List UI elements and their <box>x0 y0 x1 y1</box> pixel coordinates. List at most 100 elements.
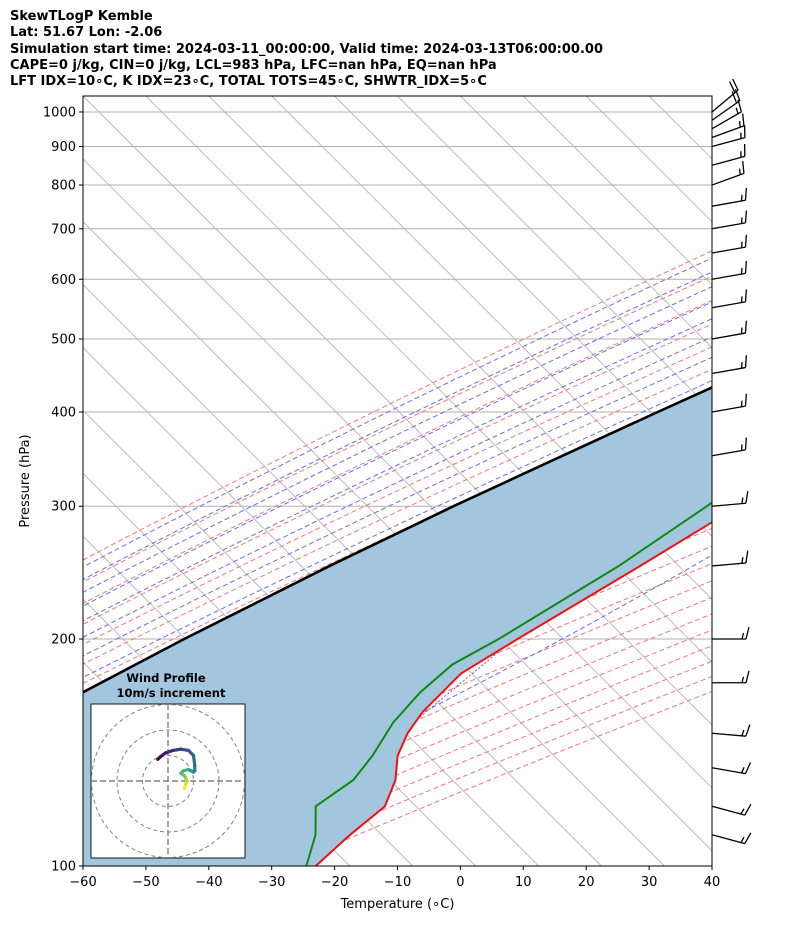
wind-barb-staff <box>711 405 746 413</box>
wind-barb-flag <box>744 393 748 407</box>
x-axis-label: Temperature (∘C) <box>340 897 455 912</box>
x-tick-label: −10 <box>384 875 411 890</box>
wind-barb-staff <box>711 222 746 230</box>
header-times: Simulation start time: 2024-03-11_00:00:… <box>10 41 603 57</box>
dry-adiabat-line <box>83 299 712 604</box>
wind-barb-half-flag <box>735 107 739 114</box>
wind-barb-flag <box>728 81 736 93</box>
wind-barb-flag <box>732 78 739 91</box>
x-tick-label: 0 <box>456 875 464 890</box>
wind-barb-half-flag <box>738 168 741 175</box>
wind-barb-staff <box>711 562 746 567</box>
dewpoint-profile-line <box>305 501 712 866</box>
wind-barb-flag <box>744 437 748 450</box>
wind-barb-half-flag <box>738 121 741 128</box>
isotherm-line <box>397 96 712 412</box>
header-location: Lat: 51.67 Lon: -2.06 <box>10 25 163 41</box>
wind-barb-flag <box>744 260 748 274</box>
wind-barb-flag <box>744 355 748 368</box>
x-axis-ticks: −60 −50 −40 −30 −20 −10 0 10 20 30 40 <box>69 866 720 890</box>
dry-adiabat-line <box>83 323 712 625</box>
wind-barb-staff <box>711 449 746 457</box>
profile-lines <box>83 386 712 866</box>
moist-adiabat-line <box>83 271 712 581</box>
wind-barb <box>711 762 752 775</box>
y-tick-label: 300 <box>51 500 76 515</box>
wind-barb-half-flag <box>741 676 745 683</box>
wind-barb-flag <box>744 320 748 334</box>
isotherm-line <box>522 96 712 286</box>
x-tick-label: −20 <box>321 875 348 890</box>
wind-barb-staff <box>711 172 745 186</box>
wind-barb-staff <box>711 199 746 207</box>
y-tick-label: 900 <box>51 140 76 155</box>
wind-barb <box>711 355 748 375</box>
isotherm-line <box>775 96 794 866</box>
wind-barb <box>711 187 748 207</box>
x-tick-label: 40 <box>704 875 721 890</box>
y-axis-ticks: 1000 900 800 700 600 500 400 300 200 100 <box>43 105 83 875</box>
wind-barb <box>711 125 746 148</box>
wind-barb-flag <box>745 724 751 737</box>
isotherm-line <box>83 221 712 852</box>
wind-barb-staff <box>711 111 742 130</box>
wind-barb-flag <box>744 762 752 774</box>
wind-barb-half-flag <box>741 557 744 564</box>
isotherm-line <box>83 96 712 726</box>
wind-barb <box>711 144 746 166</box>
wind-barb <box>711 289 748 309</box>
isotherm-line <box>460 96 712 349</box>
wind-barb-flag <box>745 550 749 564</box>
wind-barb-flag <box>742 113 745 126</box>
wind-barb-flag <box>734 88 741 101</box>
wind-barb <box>711 161 745 186</box>
dry-adiabat-line <box>83 368 712 665</box>
isotherm-line <box>83 158 712 789</box>
wind-barb-flag <box>744 803 752 816</box>
x-tick-label: −30 <box>258 875 285 890</box>
hodograph-inset: Wind Profile 10m/s increment <box>90 671 246 859</box>
wind-barb <box>712 626 750 640</box>
wind-barb-flag <box>742 161 745 174</box>
y-tick-label: 1000 <box>43 105 76 120</box>
wind-barb-flag <box>731 91 738 104</box>
wind-barb-flag <box>745 490 749 504</box>
dry-adiabat-line <box>83 250 712 561</box>
wind-barb-staff <box>711 246 746 254</box>
inset-title: Wind Profile <box>126 671 206 685</box>
hodograph-segment <box>156 755 162 761</box>
wind-barb-staff <box>711 125 745 139</box>
y-axis-label: Pressure (hPa) <box>18 434 33 527</box>
dry-adiabat-line <box>83 545 712 823</box>
wind-barb-staff <box>711 805 746 816</box>
chart-header: SkewTLogP Kemble Lat: 51.67 Lon: -2.06 S… <box>10 9 603 90</box>
x-tick-label: −40 <box>195 875 222 890</box>
x-tick-label: 30 <box>641 875 658 890</box>
wind-barb-half-flag <box>741 729 745 737</box>
y-tick-label: 800 <box>51 179 76 194</box>
wind-barb <box>711 210 748 230</box>
wind-barb <box>711 724 751 737</box>
temperature-profile-line <box>315 521 712 866</box>
wind-barb-half-flag <box>740 808 745 815</box>
wind-barb <box>711 832 752 845</box>
moist-adiabat-line <box>83 379 712 678</box>
wind-barb-staff <box>711 366 746 375</box>
wind-barb-staff <box>711 137 746 148</box>
wind-barb-flag <box>744 832 752 844</box>
y-tick-label: 700 <box>51 222 76 237</box>
x-tick-label: 20 <box>578 875 595 890</box>
wind-barb <box>711 437 748 457</box>
isotherm-line <box>334 96 712 475</box>
wind-barb-flag <box>745 670 750 683</box>
y-tick-label: 500 <box>51 332 76 347</box>
wind-barb-staff <box>711 332 746 340</box>
x-tick-label: −60 <box>69 875 96 890</box>
wind-barb-staff <box>711 301 746 309</box>
wind-barb-staff <box>711 100 741 121</box>
wind-barb <box>711 490 749 507</box>
wind-barb <box>711 99 743 130</box>
isotherm-line <box>83 409 539 866</box>
header-station: SkewTLogP Kemble <box>10 9 153 24</box>
wind-barb <box>711 803 752 816</box>
